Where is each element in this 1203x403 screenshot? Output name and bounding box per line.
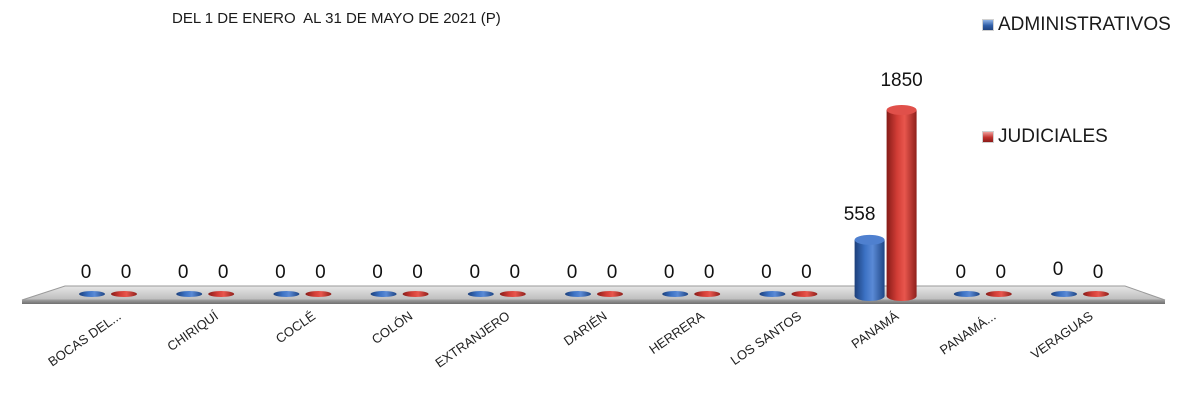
data-label-administrativos-10: 0 (1053, 259, 1064, 280)
bar-judiciales-8 (886, 105, 917, 301)
chart-subtitle: DEL 1 DE ENERO AL 31 DE MAYO DE 2021 (P) (172, 10, 501, 27)
data-label-administrativos-2: 0 (275, 262, 286, 283)
data-label-administrativos-6: 0 (664, 262, 675, 283)
data-label-administrativos-4: 0 (470, 262, 481, 283)
data-label-administrativos-0: 0 (81, 262, 92, 283)
bar-administrativos-7 (759, 291, 786, 297)
bar-judiciales-0 (111, 291, 137, 297)
bar-administrativos-4 (467, 291, 494, 297)
data-label-administrativos-5: 0 (567, 262, 578, 283)
bar-administrativos-3 (370, 291, 397, 297)
x-tick-label-6: HERRERA (646, 308, 707, 357)
bar-judiciales-5 (597, 291, 623, 297)
x-tick-label-1: CHIRIQUÍ (164, 308, 221, 354)
bar-administrativos-8 (854, 234, 885, 301)
data-label-administrativos-3: 0 (372, 262, 383, 283)
x-tick-label-5: DARIÉN (561, 308, 610, 348)
x-tick-label-3: COLÓN (369, 308, 415, 347)
bar-administrativos-10 (1051, 291, 1077, 297)
bar-administrativos-5 (565, 291, 591, 297)
data-label-judiciales-10: 0 (1093, 262, 1104, 283)
data-label-administrativos-1: 0 (178, 262, 189, 283)
bar-administrativos-1 (176, 291, 203, 297)
legend-swatch-judiciales (982, 131, 994, 143)
data-label-judiciales-7: 0 (801, 262, 812, 283)
bar-administrativos-2 (273, 291, 300, 297)
data-label-judiciales-9: 0 (996, 262, 1007, 283)
data-label-administrativos-9: 0 (956, 262, 967, 283)
data-label-judiciales-5: 0 (607, 262, 618, 283)
bar-judiciales-10 (1083, 291, 1109, 297)
data-label-judiciales-0: 0 (121, 262, 132, 283)
bar-administrativos-0 (79, 291, 105, 297)
data-label-judiciales-3: 0 (412, 262, 423, 283)
legend-item-judiciales: JUDICIALES (982, 126, 1108, 148)
bar-judiciales-1 (208, 291, 235, 297)
legend-label-administrativos: ADMINISTRATIVOS (998, 14, 1171, 35)
data-label-judiciales-4: 0 (510, 262, 521, 283)
x-tick-label-4: EXTRANJERO (432, 308, 512, 370)
x-tick-label-0: BOCAS DEL... (45, 308, 123, 369)
bar-judiciales-6 (694, 291, 721, 297)
bar-judiciales-2 (305, 291, 332, 297)
data-label-judiciales-1: 0 (218, 262, 229, 283)
x-tick-label-10: VERAGUAS (1028, 308, 1096, 362)
data-label-judiciales-6: 0 (704, 262, 715, 283)
bar-judiciales-4 (499, 291, 526, 297)
data-label-administrativos-8: 558 (844, 204, 876, 225)
data-label-administrativos-7: 0 (761, 262, 772, 283)
bar-judiciales-3 (402, 291, 429, 297)
data-label-judiciales-8: 1850 (880, 70, 922, 91)
x-tick-label-9: PANAMÁ... (937, 308, 999, 357)
x-tick-label-7: LOS SANTOS (728, 308, 805, 368)
bar-judiciales-7 (791, 291, 818, 297)
x-tick-label-2: COCLÉ (273, 308, 319, 346)
legend-swatch-administrativos (982, 19, 994, 31)
bar-judiciales-9 (985, 291, 1012, 297)
data-label-judiciales-2: 0 (315, 262, 326, 283)
legend-item-administrativos: ADMINISTRATIVOS (982, 14, 1171, 36)
bar-administrativos-9 (953, 291, 980, 297)
bar-administrativos-6 (662, 291, 689, 297)
chart-floor-edge (22, 300, 1165, 304)
legend-label-judiciales: JUDICIALES (998, 126, 1108, 147)
x-tick-label-8: PANAMÁ (849, 308, 902, 351)
